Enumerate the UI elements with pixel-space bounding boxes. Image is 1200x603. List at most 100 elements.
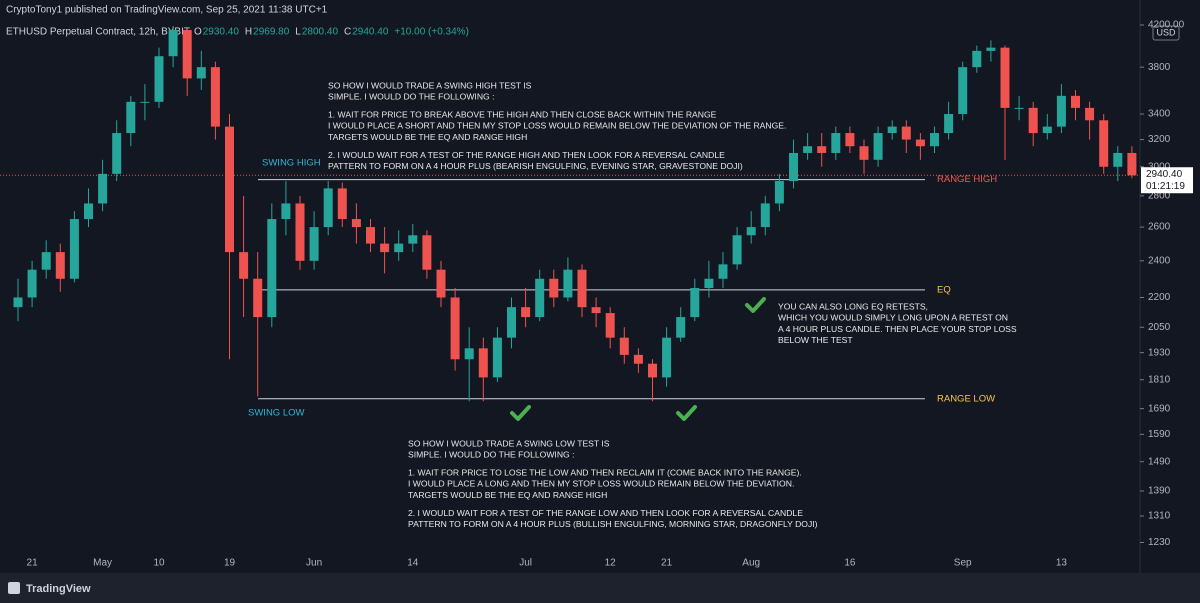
candle-body (253, 278, 263, 318)
candle-body (803, 146, 813, 153)
note-line: 2. I WOULD WAIT FOR A TEST OF THE RANGE … (328, 150, 725, 160)
candle-body (394, 243, 404, 253)
x-tick-label: 10 (153, 558, 165, 569)
legend-key: O (194, 27, 202, 38)
candle-body (859, 146, 869, 160)
candle-body (732, 235, 742, 265)
countdown: 01:21:19 (1146, 181, 1185, 192)
last-price-label: 2940.40 (1146, 169, 1183, 180)
candle-body (662, 337, 672, 378)
candle-body (549, 278, 559, 298)
swing-high-label: SWING HIGH (262, 158, 321, 169)
note-line: WHICH YOU WOULD SIMPLY LONG UPON A RETES… (778, 313, 1008, 323)
candle-body (450, 297, 460, 360)
candle-body (704, 278, 714, 289)
y-tick-label: 3800 (1148, 62, 1171, 73)
legend-key: L (295, 27, 301, 38)
note-line: TARGETS WOULD BE THE EQ AND RANGE HIGH (328, 132, 527, 142)
candle-body (563, 269, 573, 298)
candle-body (351, 219, 361, 228)
x-tick-label: Sep (954, 558, 972, 569)
y-tick-label: 2050 (1148, 322, 1171, 333)
footer-brand: TradingView (26, 583, 91, 595)
candle-body (873, 133, 883, 160)
y-tick-label: 2600 (1148, 222, 1171, 233)
candle-body (746, 227, 756, 236)
candle-body (648, 363, 657, 378)
candle-body (267, 219, 277, 318)
y-tick-label: 3200 (1148, 134, 1171, 145)
candle-body (577, 269, 587, 308)
legend-value: 2969.80 (253, 27, 290, 38)
y-tick-label: 3000 (1148, 161, 1171, 172)
legend-key: C (344, 27, 351, 38)
candle-body (323, 188, 333, 228)
level-label: EQ (937, 284, 951, 295)
checkmarks (510, 297, 766, 421)
note-line: 1. WAIT FOR PRICE TO BREAK ABOVE THE HIG… (328, 109, 717, 119)
x-tick-label: 12 (605, 558, 617, 569)
note-line: SO HOW I WOULD TRADE A SWING LOW TEST IS (408, 438, 610, 448)
candle-body (986, 47, 996, 51)
note-line: PATTERN TO FORM ON A 4 HOUR PLUS (BEARIS… (328, 161, 743, 171)
y-tick-label: 1490 (1148, 456, 1171, 467)
legend-value: 2930.40 (203, 27, 240, 38)
candle-body (239, 252, 249, 279)
candle-body (915, 139, 925, 147)
swing-low-label: SWING LOW (248, 408, 305, 419)
candle-body (196, 67, 206, 79)
candle-body (887, 126, 897, 134)
level-label: RANGE LOW (937, 393, 995, 404)
currency: USD (1156, 27, 1176, 37)
candle-body (958, 67, 968, 115)
candle-body (1042, 126, 1052, 134)
candle-body (1056, 95, 1066, 127)
candle-body (366, 227, 375, 244)
x-tick-label: 14 (407, 558, 419, 569)
candle-body (760, 203, 770, 228)
candle-body (55, 252, 65, 279)
candle-body (436, 269, 446, 298)
note-line: PATTERN TO FORM ON A 4 HOUR PLUS (BULLIS… (408, 519, 818, 529)
candle-body (492, 337, 502, 378)
x-tick-label: 16 (844, 558, 856, 569)
y-tick-label: 1930 (1148, 347, 1171, 358)
y-tick-label: 1390 (1148, 486, 1171, 497)
x-tick-label: 21 (27, 558, 39, 569)
note-line: YOU CAN ALSO LONG EQ RETESTS, (778, 301, 928, 311)
legend-value: 2800.40 (302, 27, 339, 38)
x-tick-label: May (93, 558, 112, 569)
candle-body (1071, 95, 1080, 108)
currency-box (1152, 25, 1180, 41)
publisher: CryptoTony1 published on TradingView.com… (6, 5, 328, 16)
note-line: SO HOW I WOULD TRADE A SWING HIGH TEST I… (328, 80, 532, 90)
candle-body (944, 114, 954, 134)
candle-body (605, 313, 615, 338)
candle-body (831, 133, 841, 153)
candle-body (464, 348, 474, 360)
candle-body (281, 203, 291, 220)
candle-body (1014, 107, 1024, 109)
candle-body (619, 337, 629, 355)
x-tick-label: 21 (661, 558, 673, 569)
x-tick-label: Aug (742, 558, 760, 569)
note-line: I WOULD PLACE A LONG AND THEN MY STOP LO… (408, 479, 794, 489)
note-line: BELOW THE TEST (778, 335, 853, 345)
candle-body (817, 146, 827, 153)
level-label: RANGE HIGH (937, 174, 997, 185)
note-line: SIMPLE. I WOULD DO THE FOLLOWING : (408, 450, 575, 460)
x-tick-label: Jun (306, 558, 322, 569)
candle-body (774, 181, 784, 204)
symbol: ETHUSD Perpetual Contract, 12h, BYBIT (6, 27, 190, 38)
candle-body (1028, 107, 1038, 134)
candle-body (41, 252, 51, 270)
candle-body (295, 203, 305, 261)
candle-body (182, 30, 192, 79)
y-tick-label: 1230 (1148, 537, 1171, 548)
x-tick-label: Jul (519, 558, 532, 569)
candle-body (901, 126, 911, 140)
y-tick-label: 1810 (1148, 374, 1171, 385)
candle-body (690, 288, 700, 318)
